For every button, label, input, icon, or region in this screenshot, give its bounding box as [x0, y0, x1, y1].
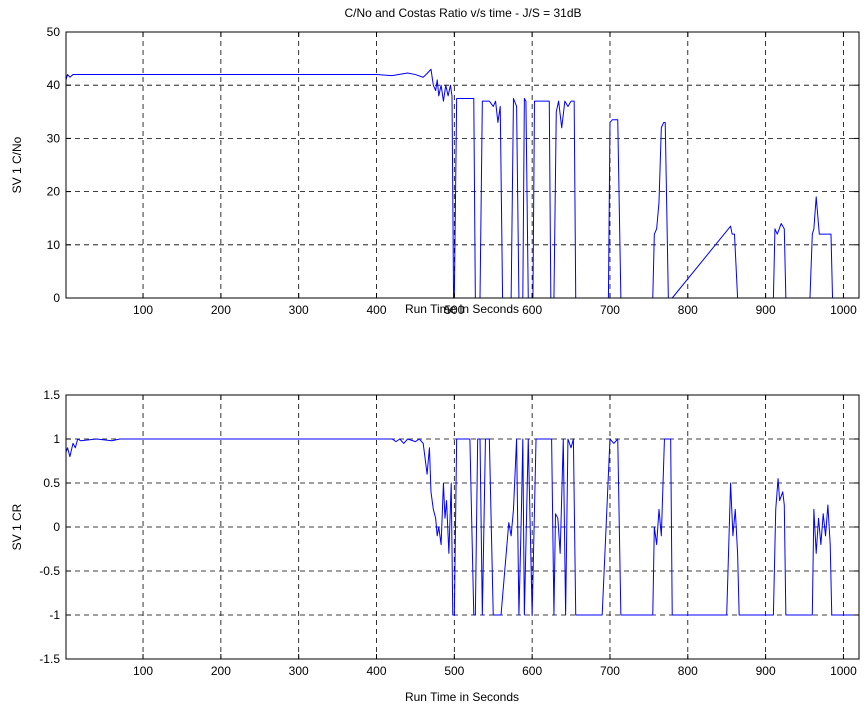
- cno-y-tick-label: 30: [47, 131, 61, 145]
- cr-y-tick-label: -1.5: [39, 652, 60, 666]
- cno-x-tick-label: 100: [133, 303, 153, 317]
- cno-series-line: [65, 68, 859, 299]
- cr-subplot: 100 200 300 400 500 600 700 800 900 1000 -1.5 -1 -0…: [10, 388, 860, 704]
- cno-x-axis-label: Run Time in Seconds: [405, 302, 519, 316]
- cno-y-axis-label: SV 1 C/No: [10, 136, 24, 193]
- figure-title: C/No and Costas Ratio v/s time - J/S = 3…: [344, 6, 581, 20]
- cno-series: [65, 68, 859, 299]
- cr-x-tick-label: 900: [756, 664, 776, 678]
- cr-y-tick-label: 0.5: [43, 476, 60, 490]
- cr-y-axis-label: SV 1 CR: [10, 503, 24, 550]
- cno-y-tick-label: 50: [47, 25, 61, 39]
- cno-x-tick-label: 300: [289, 303, 309, 317]
- cno-x-tick-label: 600: [522, 303, 542, 317]
- cno-y-tick-label: 0: [53, 291, 60, 305]
- cr-y-ticks: -1.5 -1 -0.5 0 0.5 1 1.5: [39, 388, 859, 666]
- cno-x-tick-label: 800: [678, 303, 698, 317]
- cr-series: [65, 438, 859, 616]
- cno-x-tick-label: 500: [444, 303, 464, 317]
- cr-series-line: [65, 438, 859, 616]
- cno-x-tick-label: 200: [211, 303, 231, 317]
- cno-subplot: 100 200 300 400 500 600 700 800 900 1000 0 10 20 30 4…: [10, 25, 860, 317]
- cr-x-tick-label: 700: [600, 664, 620, 678]
- cr-y-tick-label: 1: [53, 432, 60, 446]
- cr-y-tick-label: -0.5: [39, 564, 60, 578]
- cno-x-ticks: 100 200 300 400 500 600 700 800 900 1000: [133, 32, 857, 317]
- cr-x-tick-label: 400: [366, 664, 386, 678]
- cr-y-tick-label: 1.5: [43, 388, 60, 402]
- cno-y-tick-label: 40: [47, 78, 61, 92]
- cr-y-tick-label: 0: [53, 520, 60, 534]
- cno-plot-area: [66, 32, 859, 298]
- cr-x-tick-label: 600: [522, 664, 542, 678]
- cr-x-tick-label: 800: [678, 664, 698, 678]
- cr-x-tick-label: 100: [133, 664, 153, 678]
- cno-x-tick-label: 700: [600, 303, 620, 317]
- cno-x-tick-label: 900: [756, 303, 776, 317]
- cno-y-ticks: 0 10 20 30 40 50: [47, 25, 859, 305]
- cr-x-axis-label: Run Time in Seconds: [405, 690, 519, 704]
- cno-axes-frame: [65, 31, 860, 299]
- cno-y-tick-label: 20: [47, 185, 61, 199]
- cno-x-tick-label: 400: [366, 303, 386, 317]
- cr-x-tick-label: 1000: [830, 664, 857, 678]
- cr-x-tick-label: 300: [289, 664, 309, 678]
- cr-x-tick-label: 200: [211, 664, 231, 678]
- cno-y-tick-label: 10: [47, 238, 61, 252]
- cr-x-tick-label: 500: [444, 664, 464, 678]
- cno-x-tick-label: 1000: [830, 303, 857, 317]
- cno-grid: [66, 32, 859, 298]
- cr-y-tick-label: -1: [49, 608, 60, 622]
- cr-x-ticks: 100 200 300 400 500 600 700 800 900 1000: [133, 395, 857, 678]
